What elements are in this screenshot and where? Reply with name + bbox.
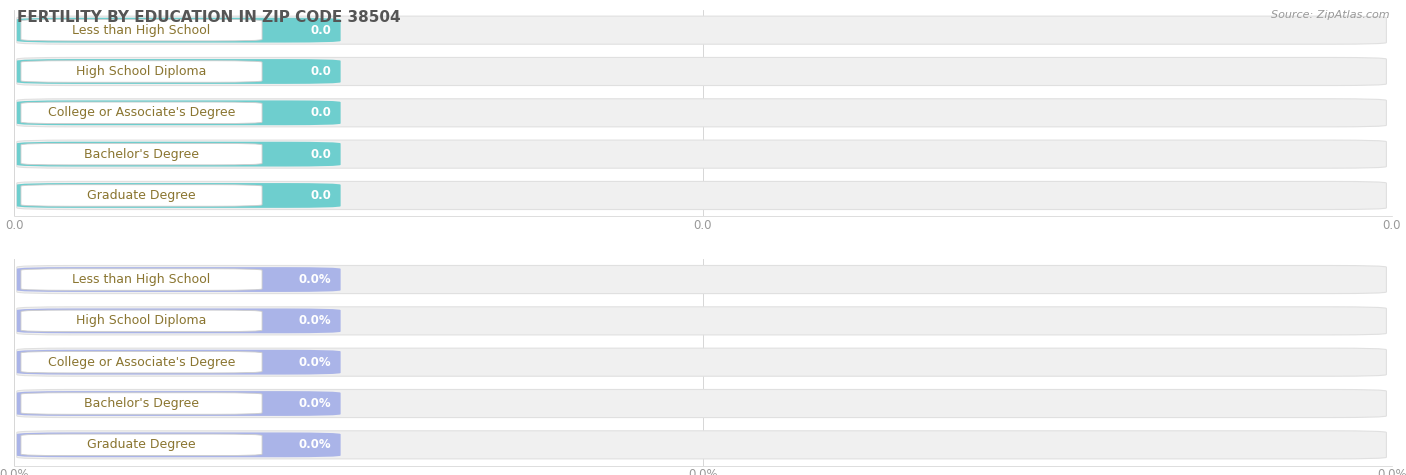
FancyBboxPatch shape: [17, 183, 340, 208]
FancyBboxPatch shape: [17, 140, 1386, 168]
FancyBboxPatch shape: [21, 185, 262, 206]
Text: Graduate Degree: Graduate Degree: [87, 189, 195, 202]
Text: 0.0%: 0.0%: [298, 356, 330, 369]
FancyBboxPatch shape: [17, 267, 340, 292]
Text: Graduate Degree: Graduate Degree: [87, 438, 195, 451]
Text: Source: ZipAtlas.com: Source: ZipAtlas.com: [1271, 10, 1389, 19]
FancyBboxPatch shape: [17, 18, 340, 43]
Text: FERTILITY BY EDUCATION IN ZIP CODE 38504: FERTILITY BY EDUCATION IN ZIP CODE 38504: [17, 10, 401, 25]
FancyBboxPatch shape: [17, 181, 1386, 209]
Text: 0.0: 0.0: [311, 65, 330, 78]
FancyBboxPatch shape: [21, 393, 262, 414]
FancyBboxPatch shape: [17, 99, 1386, 127]
FancyBboxPatch shape: [21, 102, 262, 124]
Text: High School Diploma: High School Diploma: [76, 314, 207, 327]
FancyBboxPatch shape: [17, 142, 340, 167]
FancyBboxPatch shape: [17, 307, 1386, 335]
Text: College or Associate's Degree: College or Associate's Degree: [48, 106, 235, 119]
FancyBboxPatch shape: [21, 310, 262, 332]
Text: 0.0%: 0.0%: [298, 438, 330, 451]
Text: 0.0%: 0.0%: [298, 397, 330, 410]
FancyBboxPatch shape: [21, 269, 262, 290]
Text: 0.0: 0.0: [311, 148, 330, 161]
FancyBboxPatch shape: [17, 266, 1386, 294]
FancyBboxPatch shape: [17, 308, 340, 333]
FancyBboxPatch shape: [21, 19, 262, 41]
Text: 0.0%: 0.0%: [298, 314, 330, 327]
FancyBboxPatch shape: [17, 16, 1386, 44]
FancyBboxPatch shape: [21, 61, 262, 82]
Text: 0.0: 0.0: [311, 189, 330, 202]
Text: 0.0%: 0.0%: [298, 273, 330, 286]
FancyBboxPatch shape: [17, 390, 1386, 418]
Text: Less than High School: Less than High School: [72, 24, 211, 37]
FancyBboxPatch shape: [17, 431, 1386, 459]
FancyBboxPatch shape: [17, 59, 340, 84]
Text: High School Diploma: High School Diploma: [76, 65, 207, 78]
FancyBboxPatch shape: [17, 391, 340, 416]
FancyBboxPatch shape: [17, 348, 1386, 376]
FancyBboxPatch shape: [17, 432, 340, 457]
Text: 0.0: 0.0: [311, 106, 330, 119]
FancyBboxPatch shape: [21, 352, 262, 373]
FancyBboxPatch shape: [21, 434, 262, 456]
FancyBboxPatch shape: [17, 350, 340, 375]
Text: Bachelor's Degree: Bachelor's Degree: [84, 397, 200, 410]
Text: Bachelor's Degree: Bachelor's Degree: [84, 148, 200, 161]
Text: 0.0: 0.0: [311, 24, 330, 37]
Text: College or Associate's Degree: College or Associate's Degree: [48, 356, 235, 369]
FancyBboxPatch shape: [21, 143, 262, 165]
FancyBboxPatch shape: [17, 100, 340, 125]
FancyBboxPatch shape: [17, 57, 1386, 86]
Text: Less than High School: Less than High School: [72, 273, 211, 286]
